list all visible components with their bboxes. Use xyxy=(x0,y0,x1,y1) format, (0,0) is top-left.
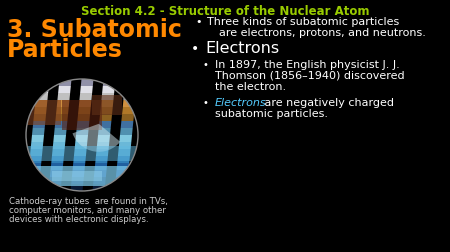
Text: Electrons: Electrons xyxy=(215,98,266,108)
Text: •: • xyxy=(195,17,202,27)
Bar xyxy=(26,162,138,170)
Bar xyxy=(52,171,102,181)
Bar xyxy=(8,77,156,194)
Bar xyxy=(26,72,138,80)
Text: Cathode-ray tubes  are found in TVs,: Cathode-ray tubes are found in TVs, xyxy=(9,196,168,205)
Bar xyxy=(26,176,138,184)
Polygon shape xyxy=(38,75,60,196)
Bar xyxy=(26,120,138,129)
Bar xyxy=(26,107,138,115)
Text: •: • xyxy=(191,42,199,56)
Text: 3. Subatomic: 3. Subatomic xyxy=(7,18,182,42)
Bar xyxy=(26,141,138,149)
Text: computer monitors, and many other: computer monitors, and many other xyxy=(9,205,166,214)
Text: Thomson (1856–1940) discovered: Thomson (1856–1940) discovered xyxy=(215,71,405,81)
Polygon shape xyxy=(60,75,82,196)
Bar xyxy=(26,148,138,156)
Polygon shape xyxy=(16,75,38,196)
Text: Three kinds of subatomic particles: Three kinds of subatomic particles xyxy=(207,17,399,27)
Wedge shape xyxy=(72,124,120,152)
Text: •: • xyxy=(203,98,209,108)
Text: In 1897, the English physicist J. J.: In 1897, the English physicist J. J. xyxy=(215,60,400,70)
Bar xyxy=(26,93,138,101)
Bar xyxy=(26,166,138,186)
Text: devices with electronic displays.: devices with electronic displays. xyxy=(9,214,148,223)
Text: the electron.: the electron. xyxy=(215,82,286,92)
Text: subatomic particles.: subatomic particles. xyxy=(215,109,328,118)
Text: •: • xyxy=(203,60,209,70)
Bar xyxy=(26,86,138,94)
Text: Particles: Particles xyxy=(7,38,123,62)
Polygon shape xyxy=(104,75,126,196)
Polygon shape xyxy=(0,75,16,196)
Bar xyxy=(26,101,61,125)
Text: are negatively charged: are negatively charged xyxy=(261,98,394,108)
Bar xyxy=(26,100,138,108)
Bar xyxy=(26,128,138,136)
Bar xyxy=(26,155,138,163)
Bar xyxy=(26,135,138,142)
Text: Electrons: Electrons xyxy=(205,41,279,56)
Bar xyxy=(26,183,138,191)
Bar xyxy=(92,96,122,115)
Bar xyxy=(26,146,138,161)
Bar xyxy=(26,114,138,121)
Polygon shape xyxy=(82,75,104,196)
Polygon shape xyxy=(126,75,148,196)
Bar xyxy=(26,79,138,87)
Text: are electrons, protons, and neutrons.: are electrons, protons, and neutrons. xyxy=(219,28,426,38)
Text: Section 4.2 - Structure of the Nuclear Atom: Section 4.2 - Structure of the Nuclear A… xyxy=(81,5,369,18)
Bar xyxy=(26,169,138,177)
Bar xyxy=(62,101,102,131)
